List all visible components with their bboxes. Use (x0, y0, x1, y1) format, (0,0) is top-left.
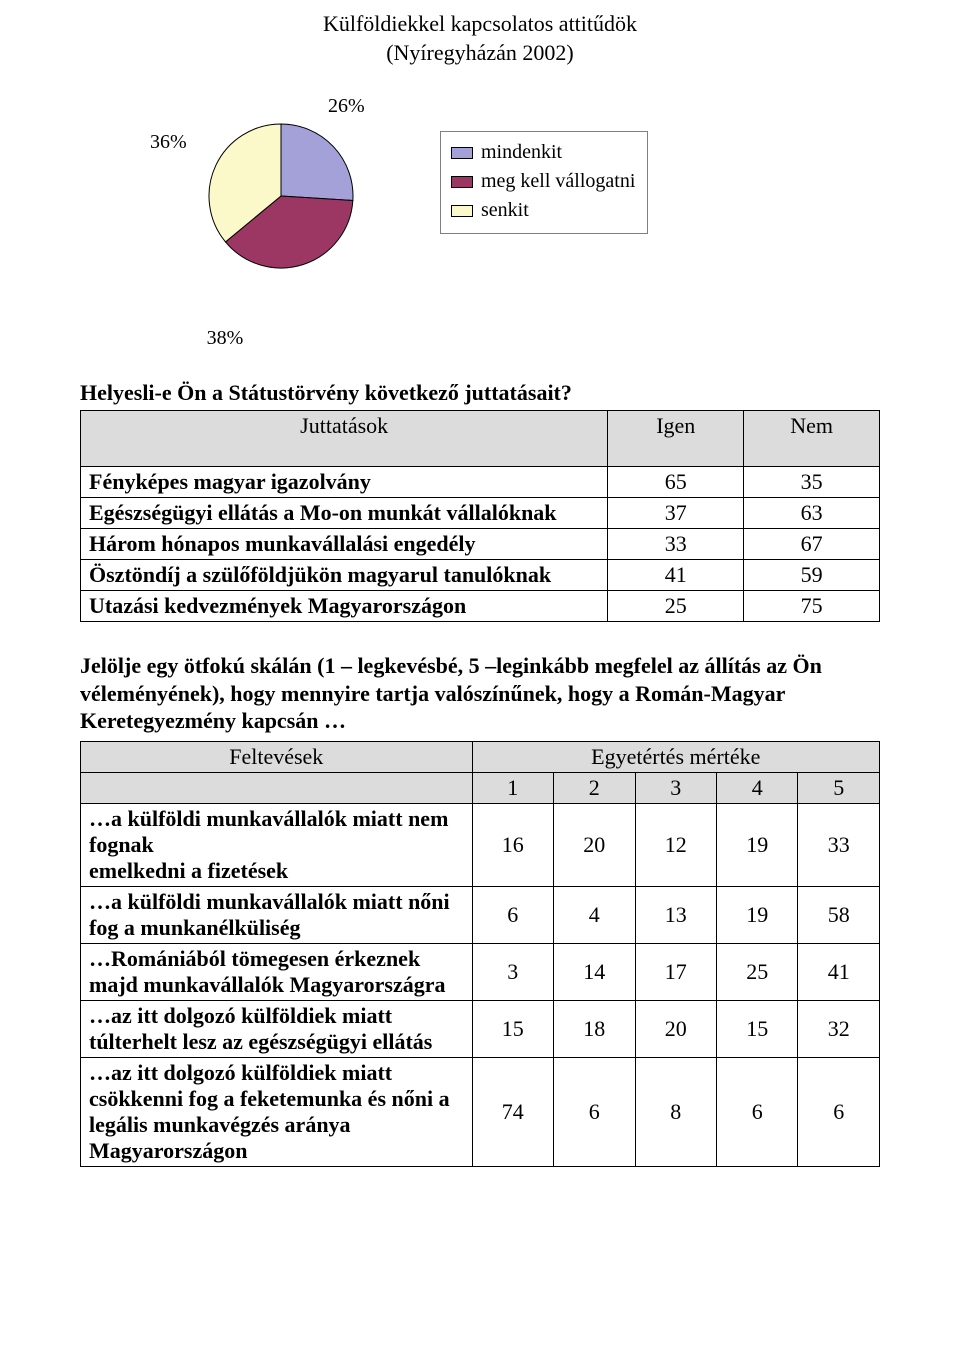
pie-chart: 36% 26% (150, 91, 410, 321)
table-row: Három hónapos munkavállalási engedély336… (81, 529, 880, 560)
cell-v4: 19 (716, 803, 797, 886)
cell-v4: 6 (716, 1057, 797, 1166)
table-row: Fényképes magyar igazolvány6535 (81, 467, 880, 498)
cell-v3: 8 (635, 1057, 716, 1166)
cell-v1: 3 (472, 943, 553, 1000)
table-row: …az itt dolgozó külföldiek miatt túlterh… (81, 1000, 880, 1057)
cell-v1: 6 (472, 886, 553, 943)
table-feltevesek: Feltevések Egyetértés mértéke 1 2 3 4 5 … (80, 741, 880, 1167)
pie-legend: mindenkit meg kell vállogatni senkit (440, 131, 648, 234)
cell-igen: 37 (608, 498, 744, 529)
t2-col-merteke: Egyetértés mértéke (472, 741, 879, 772)
t2-scale-3: 3 (635, 772, 716, 803)
cell-v4: 25 (716, 943, 797, 1000)
pie-label-senkit: 36% (150, 131, 187, 154)
cell-v5: 33 (798, 803, 880, 886)
cell-v5: 6 (798, 1057, 880, 1166)
cell-v1: 16 (472, 803, 553, 886)
cell-v3: 13 (635, 886, 716, 943)
cell-v2: 20 (554, 803, 635, 886)
pie-svg (206, 121, 356, 271)
table-row: …Romániából tömegesen érkeznek majd munk… (81, 943, 880, 1000)
cell-v5: 32 (798, 1000, 880, 1057)
legend-swatch-senkit (451, 205, 473, 217)
row-label: …Romániából tömegesen érkeznek majd munk… (81, 943, 473, 1000)
cell-v4: 15 (716, 1000, 797, 1057)
t2-scale-5: 5 (798, 772, 880, 803)
t2-col-feltevesek: Feltevések (81, 741, 473, 772)
cell-v3: 12 (635, 803, 716, 886)
cell-v2: 14 (554, 943, 635, 1000)
row-label: Egészségügyi ellátás a Mo-on munkát váll… (81, 498, 608, 529)
cell-v5: 41 (798, 943, 880, 1000)
t1-col-igen: Igen (608, 411, 744, 467)
cell-nem: 59 (744, 560, 880, 591)
row-label: Fényképes magyar igazolvány (81, 467, 608, 498)
legend-row: mindenkit (451, 138, 635, 167)
table-row: …a külföldi munkavállalók miatt nőni fog… (81, 886, 880, 943)
section-1-heading: Helyesli-e Ön a Státustörvény következő … (80, 380, 880, 406)
cell-igen: 41 (608, 560, 744, 591)
cell-v3: 20 (635, 1000, 716, 1057)
t1-col-nem: Nem (744, 411, 880, 467)
legend-label: senkit (481, 196, 529, 225)
row-label: …az itt dolgozó külföldiek miatt csökken… (81, 1057, 473, 1166)
t2-scale-1: 1 (472, 772, 553, 803)
pie-label-meg-kell: 38% (195, 327, 255, 350)
row-label: …az itt dolgozó külföldiek miatt túlterh… (81, 1000, 473, 1057)
t2-scale-4: 4 (716, 772, 797, 803)
chart-title: Külföldiekkel kapcsolatos attitűdök (Nyí… (80, 10, 880, 67)
cell-v2: 4 (554, 886, 635, 943)
cell-nem: 67 (744, 529, 880, 560)
section-2-paragraph: Jelölje egy ötfokú skálán (1 – legkevésb… (80, 652, 880, 735)
legend-label: meg kell vállogatni (481, 167, 635, 196)
title-line-1: Külföldiekkel kapcsolatos attitűdök (323, 11, 637, 36)
row-label: Három hónapos munkavállalási engedély (81, 529, 608, 560)
cell-nem: 63 (744, 498, 880, 529)
pie-label-mindenkit: 26% (328, 95, 365, 118)
t1-col-juttatasok: Juttatások (81, 411, 608, 467)
cell-v2: 18 (554, 1000, 635, 1057)
legend-row: senkit (451, 196, 635, 225)
legend-swatch-mindenkit (451, 147, 473, 159)
cell-v1: 15 (472, 1000, 553, 1057)
table-row: Egészségügyi ellátás a Mo-on munkát váll… (81, 498, 880, 529)
cell-v4: 19 (716, 886, 797, 943)
table-row: …az itt dolgozó külföldiek miatt csökken… (81, 1057, 880, 1166)
row-label: Utazási kedvezmények Magyarországon (81, 591, 608, 622)
cell-v1: 74 (472, 1057, 553, 1166)
table-row: Ösztöndíj a szülőföldjükön magyarul tanu… (81, 560, 880, 591)
row-label: Ösztöndíj a szülőföldjükön magyarul tanu… (81, 560, 608, 591)
cell-igen: 33 (608, 529, 744, 560)
row-label: …a külföldi munkavállalók miatt nőni fog… (81, 886, 473, 943)
cell-nem: 35 (744, 467, 880, 498)
title-line-2: (Nyíregyházán 2002) (386, 40, 574, 65)
pie-slice (281, 124, 353, 201)
cell-v2: 6 (554, 1057, 635, 1166)
legend-label: mindenkit (481, 138, 562, 167)
pie-chart-row: 36% 26% mindenkit meg kell vállogatni se… (150, 91, 880, 321)
cell-nem: 75 (744, 591, 880, 622)
table-row: …a külföldi munkavállalók miatt nem fogn… (81, 803, 880, 886)
cell-igen: 25 (608, 591, 744, 622)
cell-v5: 58 (798, 886, 880, 943)
table-juttatasok: Juttatások Igen Nem Fényképes magyar iga… (80, 410, 880, 622)
row-label: …a külföldi munkavállalók miatt nem fogn… (81, 803, 473, 886)
legend-swatch-meg-kell (451, 176, 473, 188)
t2-scale-blank (81, 772, 473, 803)
t2-scale-2: 2 (554, 772, 635, 803)
cell-igen: 65 (608, 467, 744, 498)
cell-v3: 17 (635, 943, 716, 1000)
legend-row: meg kell vállogatni (451, 167, 635, 196)
table-row: Utazási kedvezmények Magyarországon2575 (81, 591, 880, 622)
